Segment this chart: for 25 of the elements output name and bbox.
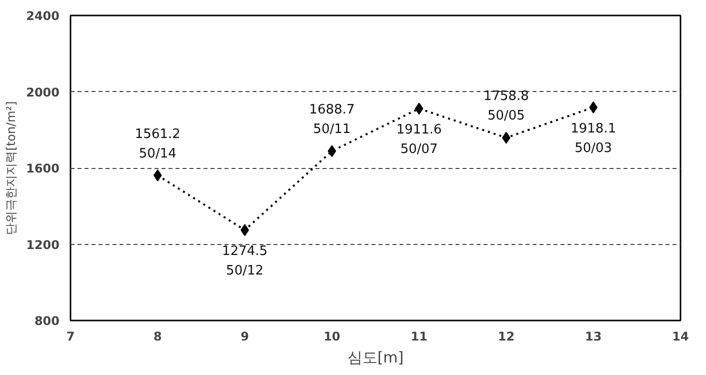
x-tick-label: 10 xyxy=(324,330,340,344)
x-axis-title: 심도[m] xyxy=(347,348,404,366)
x-tick-label: 7 xyxy=(66,330,75,344)
point xyxy=(153,169,162,182)
y-tick-label: 1600 xyxy=(26,162,60,176)
x-tick-label: 9 xyxy=(240,330,249,344)
data-label: 1758.8 50/05 xyxy=(483,89,529,124)
y-tick-label: 2000 xyxy=(26,85,60,100)
x-tick-label: 14 xyxy=(672,330,689,344)
data-label: 1561.2 50/14 xyxy=(134,126,180,162)
x-tick-label: 13 xyxy=(585,330,602,344)
point xyxy=(328,145,336,158)
x-tick-label: 11 xyxy=(410,330,428,344)
point xyxy=(414,102,424,115)
y-axis-title: 단위극한지지력[ton/m²] xyxy=(4,101,18,235)
point xyxy=(589,101,598,114)
y-tick-label: 2400 xyxy=(26,9,60,23)
x-tick-label: 12 xyxy=(498,330,515,344)
data-label: 1688.7 50/11 xyxy=(309,102,355,138)
data-label: 1918.1 50/03 xyxy=(570,121,616,156)
x-tick-label: 8 xyxy=(153,330,162,344)
y-tick-label: 800 xyxy=(34,314,60,328)
data-label: 1911.6 50/07 xyxy=(396,122,442,158)
y-tick-label: 1200 xyxy=(26,238,60,252)
data-label: 1274.5 50/12 xyxy=(222,244,268,279)
